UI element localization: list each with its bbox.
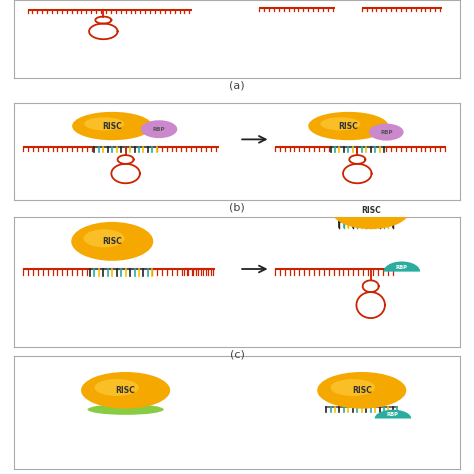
Text: RBP: RBP: [153, 127, 165, 132]
Ellipse shape: [88, 404, 164, 415]
Ellipse shape: [84, 117, 124, 130]
Text: (c): (c): [229, 349, 245, 359]
Text: RISC: RISC: [338, 121, 358, 130]
Polygon shape: [383, 262, 420, 272]
Ellipse shape: [72, 112, 152, 140]
Ellipse shape: [343, 199, 383, 216]
Ellipse shape: [141, 120, 177, 138]
Ellipse shape: [71, 222, 153, 261]
Text: (a): (a): [229, 81, 245, 91]
Text: RBP: RBP: [387, 412, 399, 417]
Ellipse shape: [83, 229, 125, 247]
Ellipse shape: [369, 124, 404, 141]
Ellipse shape: [317, 372, 406, 409]
Ellipse shape: [330, 379, 375, 396]
Ellipse shape: [94, 379, 139, 396]
Ellipse shape: [331, 192, 410, 229]
Text: RISC: RISC: [116, 386, 136, 395]
Polygon shape: [374, 410, 411, 419]
Text: RISC: RISC: [102, 237, 122, 246]
Text: (b): (b): [229, 202, 245, 212]
Ellipse shape: [81, 372, 170, 409]
Text: RISC: RISC: [102, 121, 122, 130]
Ellipse shape: [308, 112, 389, 140]
Text: RBP: RBP: [380, 129, 392, 135]
Text: RBP: RBP: [396, 264, 408, 270]
Text: RISC: RISC: [352, 386, 372, 395]
Text: RISC: RISC: [361, 206, 381, 215]
Ellipse shape: [320, 117, 360, 130]
